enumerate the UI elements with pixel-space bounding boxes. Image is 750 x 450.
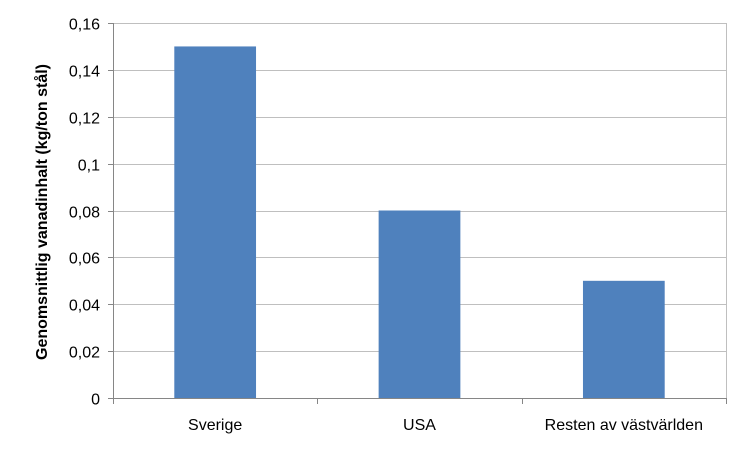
y-tick-label: 0,08 xyxy=(69,205,100,222)
y-tick-label: 0 xyxy=(91,392,100,409)
x-tick-label: Resten av västvärlden xyxy=(545,417,703,434)
y-tick-label: 0,1 xyxy=(78,158,100,175)
axes xyxy=(108,23,727,404)
y-axis-title: Genomsnittlig vanadinhalt (kg/ton stål) xyxy=(33,64,51,360)
x-tick-label: USA xyxy=(403,417,436,434)
x-tick-label: Sverige xyxy=(188,417,242,434)
y-tick-label: 0,16 xyxy=(69,17,100,34)
y-tick-label: 0,04 xyxy=(69,298,100,315)
bar xyxy=(174,46,257,398)
y-tick-label: 0,02 xyxy=(69,345,100,362)
y-tick-label: 0,06 xyxy=(69,251,100,268)
bar xyxy=(582,280,665,398)
x-tick-labels: Sverige USA Resten av västvärlden xyxy=(188,417,703,434)
y-tick-label: 0,14 xyxy=(69,64,100,81)
bar xyxy=(378,210,461,398)
y-tick-labels: 0 0,02 0,04 0,06 0,08 0,1 0,12 0,14 0,16 xyxy=(69,17,100,409)
bars xyxy=(174,46,665,398)
y-tick-label: 0,12 xyxy=(69,111,100,128)
